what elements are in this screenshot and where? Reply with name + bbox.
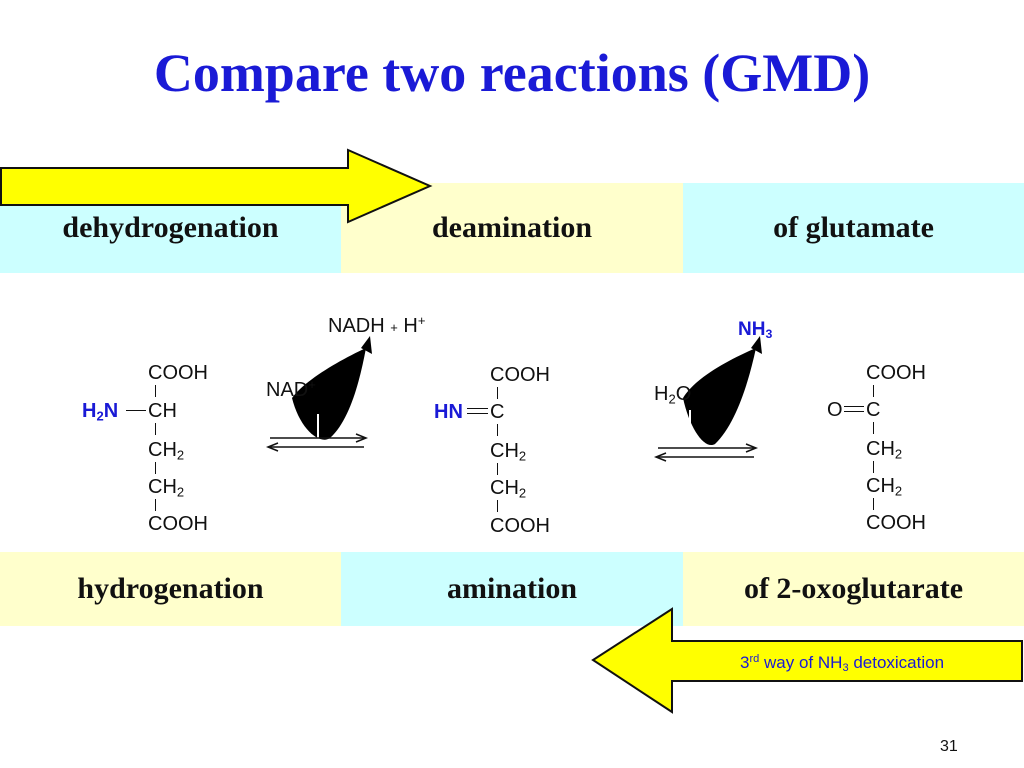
nadh-label: NADH + H+ [328,313,426,338]
ch2-group: CH2 [490,477,527,501]
cooh-top: COOH [490,364,550,386]
cooh-bottom: COOH [148,513,208,535]
oxo-group: O [827,399,843,421]
nad-label: NAD+ [266,377,316,402]
ch-group: CH [148,400,177,422]
water-label: H2O [654,383,692,407]
ch2-group: CH2 [490,440,527,464]
cell-of-glutamate: of glutamate [683,183,1024,273]
amino-group: H2N [82,400,119,424]
curved-arrow-icon [683,336,762,446]
backward-arrow-icon [591,607,1023,714]
cell-of-2-oxoglutarate: of 2-oxoglutarate [683,552,1024,626]
c-group: C [490,401,505,423]
detox-label: 3rd way of NH3 detoxication [740,653,945,674]
page-title: Compare two reactions (GMD) [153,43,871,103]
cell-hydrogenation: hydrogenation [0,552,341,626]
cell-deamination: deamination [341,183,683,273]
ch2-group: CH2 [866,438,903,462]
cooh-top: COOH [866,362,926,384]
cooh-top: COOH [148,362,208,384]
ch2-group: CH2 [866,475,903,499]
cell-amination: amination [341,552,683,626]
ammonia-label: NH3 [738,319,773,342]
curved-arrow-icon [292,336,372,440]
imino-group: HN [434,401,463,423]
equilibrium-arrow-icon [653,443,759,462]
ch2-group: CH2 [148,439,185,463]
ch2-group: CH2 [148,476,185,500]
forward-arrow-icon [0,148,433,224]
equilibrium-arrow-icon [265,433,369,452]
cooh-bottom: COOH [866,512,926,534]
cooh-bottom: COOH [490,515,550,537]
page-number: 31 [940,738,958,755]
c-group: C [866,399,881,421]
